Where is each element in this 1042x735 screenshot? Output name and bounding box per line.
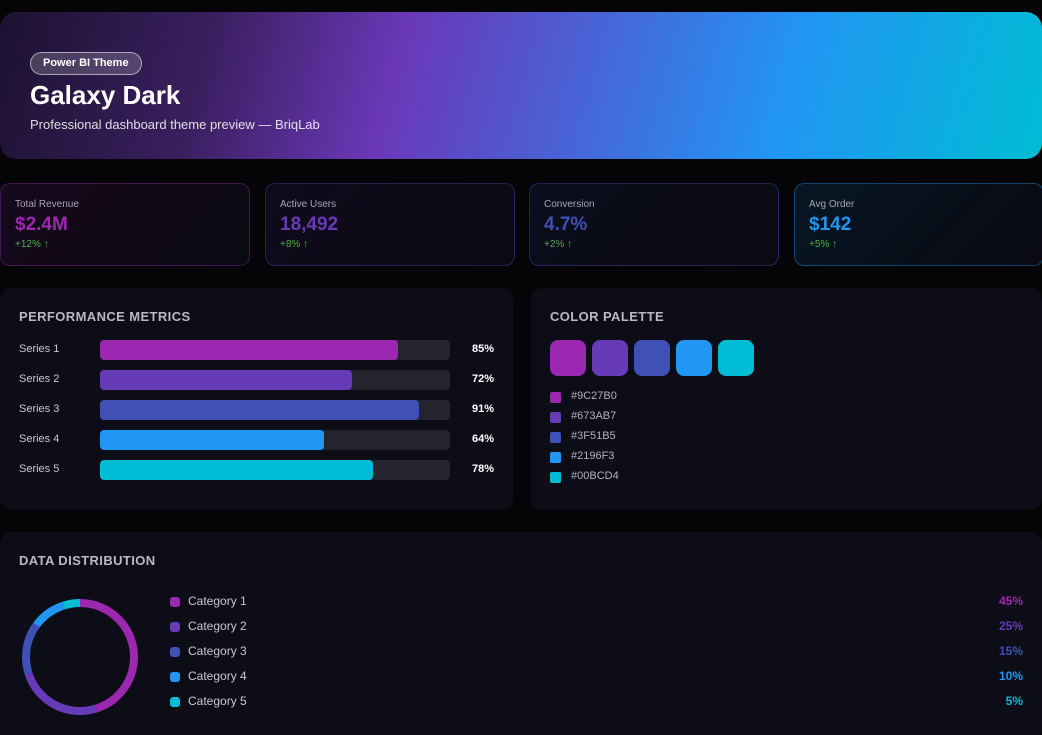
color-swatch	[676, 340, 712, 376]
bar-fill	[100, 430, 324, 450]
bar-row: Series 2 72%	[19, 370, 494, 390]
palette-hex: #9C27B0	[571, 390, 617, 402]
legend-row: Category 3 15%	[170, 644, 1023, 660]
palette-dot	[550, 432, 561, 443]
legend-row: Category 2 25%	[170, 619, 1023, 635]
bar-label: Series 1	[19, 343, 60, 355]
kpi-delta: +5% ↑	[809, 239, 838, 250]
bar-track	[100, 430, 450, 450]
legend-row: Category 4 10%	[170, 669, 1023, 685]
kpi-delta: +12% ↑	[15, 239, 49, 250]
bar-value: 64%	[471, 433, 494, 445]
legend-row: Category 1 45%	[170, 594, 1023, 610]
palette-dot	[550, 392, 561, 403]
page-title: Galaxy Dark	[30, 80, 181, 110]
kpi-delta: +2% ↑	[544, 239, 573, 250]
donut-slice-category-5	[22, 599, 138, 715]
donut-chart	[22, 599, 138, 715]
palette-hex: #3F51B5	[571, 430, 616, 442]
bar-label: Series 2	[19, 373, 60, 385]
bar-value: 91%	[471, 403, 494, 415]
legend-label: Category 4	[188, 669, 247, 683]
legend-value: 5%	[1005, 694, 1023, 708]
bar-fill	[100, 400, 419, 420]
kpi-card-avg-order: Avg Order $142 +5% ↑	[794, 183, 1042, 266]
donut-slice-category-2	[22, 599, 138, 715]
bar-row: Series 3 91%	[19, 400, 494, 420]
bar-label: Series 5	[19, 463, 60, 475]
legend-dot	[170, 697, 180, 707]
legend-dot	[170, 597, 180, 607]
kpi-card-active-users: Active Users 18,492 +8% ↑	[265, 183, 515, 266]
bar-fill	[100, 460, 373, 480]
kpi-value: $2.4M	[15, 214, 68, 235]
palette-hex: #00BCD4	[571, 470, 619, 482]
kpi-value: $142	[809, 214, 852, 235]
kpi-value: 18,492	[280, 214, 339, 235]
page-subtitle: Professional dashboard theme preview — B…	[30, 117, 320, 132]
kpi-card-total-revenue: Total Revenue $2.4M +12% ↑	[0, 183, 250, 266]
legend-dot	[170, 622, 180, 632]
bar-track	[100, 460, 450, 480]
palette-hex: #673AB7	[571, 410, 617, 422]
bar-label: Series 3	[19, 403, 60, 415]
legend-dot	[170, 647, 180, 657]
palette-dot	[550, 472, 561, 483]
legend-value: 45%	[998, 594, 1023, 608]
kpi-label: Total Revenue	[15, 199, 79, 210]
color-swatch	[550, 340, 586, 376]
bar-label: Series 4	[19, 433, 60, 445]
kpi-value: 4.7%	[544, 214, 588, 235]
legend-value: 10%	[998, 669, 1023, 683]
palette-dot	[550, 452, 561, 463]
legend-label: Category 5	[188, 694, 247, 708]
legend-label: Category 3	[188, 644, 247, 658]
bar-value: 78%	[471, 463, 494, 475]
kpi-label: Active Users	[280, 199, 337, 210]
color-swatch	[718, 340, 754, 376]
legend-row: Category 5 5%	[170, 694, 1023, 710]
donut-slice-category-3	[22, 599, 138, 715]
bar-track	[100, 370, 450, 390]
kpi-delta: +8% ↑	[280, 239, 309, 250]
theme-badge: Power BI Theme	[30, 52, 142, 75]
color-palette-card: COLOR PALETTE #9C27B0 #673AB7 #3F51B5 #2…	[531, 288, 1042, 510]
legend-value: 25%	[998, 619, 1023, 633]
data-distribution-card: DATA DISTRIBUTION Category 1 45% Categor…	[0, 532, 1042, 735]
legend-label: Category 1	[188, 594, 247, 608]
bar-row: Series 5 78%	[19, 460, 494, 480]
card-title: PERFORMANCE METRICS	[19, 309, 191, 324]
bar-value: 85%	[471, 343, 494, 355]
bar-row: Series 1 85%	[19, 340, 494, 360]
color-swatch	[634, 340, 670, 376]
legend-dot	[170, 672, 180, 682]
kpi-card-conversion: Conversion 4.7% +2% ↑	[529, 183, 779, 266]
bar-value: 72%	[471, 373, 494, 385]
palette-hex: #2196F3	[571, 450, 615, 462]
bar-fill	[100, 370, 352, 390]
color-swatch	[592, 340, 628, 376]
hero-banner: Power BI Theme Galaxy Dark Professional …	[0, 12, 1042, 159]
bar-track	[100, 400, 450, 420]
legend-label: Category 2	[188, 619, 247, 633]
bar-fill	[100, 340, 398, 360]
legend-value: 15%	[998, 644, 1023, 658]
card-title: COLOR PALETTE	[550, 309, 665, 324]
palette-dot	[550, 412, 561, 423]
kpi-label: Conversion	[544, 199, 595, 210]
bar-row: Series 4 64%	[19, 430, 494, 450]
kpi-label: Avg Order	[809, 199, 855, 210]
card-title: DATA DISTRIBUTION	[19, 553, 156, 568]
performance-metrics-card: PERFORMANCE METRICS Series 1 85% Series …	[0, 288, 513, 510]
bar-track	[100, 340, 450, 360]
